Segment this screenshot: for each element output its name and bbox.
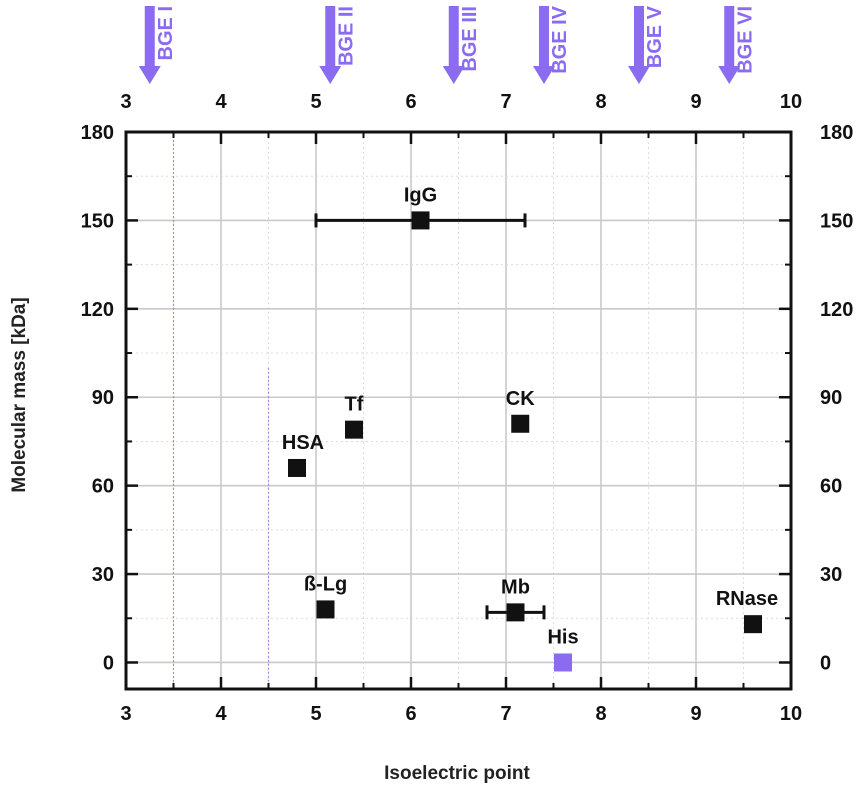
data-points: IgG Tf HSA CK ß-Lg Mb RNase His	[282, 184, 778, 672]
data-point	[511, 414, 530, 433]
x-tick-label-bottom: 3	[120, 703, 131, 725]
point-label: Tf	[345, 394, 364, 416]
grid	[126, 132, 791, 689]
x-tick-label-top: 8	[595, 91, 606, 113]
y-tick-label-left: 150	[81, 210, 114, 232]
data-point	[554, 653, 572, 672]
plot-frame	[124, 130, 793, 691]
bge-label: BGE I	[155, 6, 177, 60]
y-axis-title: Molecular mass [kDa]	[9, 297, 30, 492]
x-tick-label-top: 5	[310, 91, 321, 113]
bge-arrow-shaft	[539, 6, 549, 68]
point-label: CK	[506, 388, 535, 410]
bge-label: BGE II	[335, 6, 357, 66]
bge-arrow-head	[718, 66, 741, 84]
y-tick-label-left: 120	[81, 299, 114, 321]
x-tick-label-bottom: 5	[310, 703, 321, 725]
bge-arrow-shaft	[634, 6, 644, 68]
x-axis-title: Isoelectric point	[384, 763, 530, 784]
x-tick-label-bottom: 7	[500, 703, 511, 725]
bge-arrow-head	[442, 66, 465, 84]
x-tick-label-bottom: 10	[780, 703, 802, 725]
reference-lines	[172, 132, 270, 689]
y-tick-label-left: 30	[92, 564, 114, 586]
x-tick-label-top: 7	[500, 91, 511, 113]
y-tick-label-left: 0	[103, 652, 114, 674]
y-tick-label-right: 120	[820, 299, 853, 321]
point-label: His	[547, 626, 578, 648]
data-point	[506, 603, 525, 622]
x-tick-label-top: 6	[405, 91, 416, 113]
x-tick-label-bottom: 9	[690, 703, 701, 725]
bge-arrow-head	[628, 66, 650, 84]
bge-markers: BGE I BGE II BGE III BGE IV BGE V BGE VI	[138, 5, 756, 84]
y-tick-label-right: 90	[820, 387, 842, 409]
axis-ticks: 3 3 4 4 5 5 6 6 7 7 8 8 9 9 10 10 0 0 30 30 60 60 90 90 120 120 15…	[81, 91, 854, 725]
x-tick-label-top: 4	[215, 91, 227, 113]
y-tick-label-right: 0	[820, 652, 831, 674]
y-tick-label-right: 30	[820, 564, 842, 586]
bge-arrow-head	[533, 66, 555, 84]
point-label: HSA	[282, 432, 324, 454]
bge-arrow-head	[138, 66, 161, 84]
data-point	[345, 420, 363, 439]
bge-label: BGE V	[644, 5, 666, 68]
bge-arrow-shaft	[724, 6, 735, 68]
x-tick-label-bottom: 8	[595, 703, 606, 725]
y-tick-label-left: 180	[81, 122, 114, 144]
bge-arrow-shaft	[325, 6, 336, 68]
x-tick-label-bottom: 4	[215, 703, 227, 725]
bge-label: BGE VI	[734, 6, 756, 74]
point-label: RNase	[716, 588, 778, 610]
point-label: IgG	[404, 184, 437, 206]
x-tick-label-top: 10	[780, 91, 802, 113]
x-tick-label-top: 3	[120, 91, 131, 113]
y-tick-label-right: 180	[820, 122, 853, 144]
plot-border	[124, 130, 793, 691]
data-point	[316, 600, 335, 619]
point-label: Mb	[501, 576, 530, 598]
data-point	[411, 211, 430, 230]
x-tick-label-bottom: 6	[405, 703, 416, 725]
y-tick-label-right: 150	[820, 210, 853, 232]
point-label: ß-Lg	[304, 573, 347, 595]
y-tick-label-left: 60	[92, 476, 114, 498]
y-tick-label-left: 90	[92, 387, 114, 409]
bge-arrow-head	[319, 66, 342, 84]
y-tick-label-right: 60	[820, 476, 842, 498]
bge-label: BGE IV	[549, 5, 571, 73]
bge-label: BGE III	[459, 6, 481, 72]
x-tick-label-top: 9	[690, 91, 701, 113]
bge-arrow-shaft	[448, 6, 459, 68]
data-point	[744, 615, 762, 634]
data-point	[288, 458, 306, 477]
bge-arrow-shaft	[144, 6, 155, 68]
